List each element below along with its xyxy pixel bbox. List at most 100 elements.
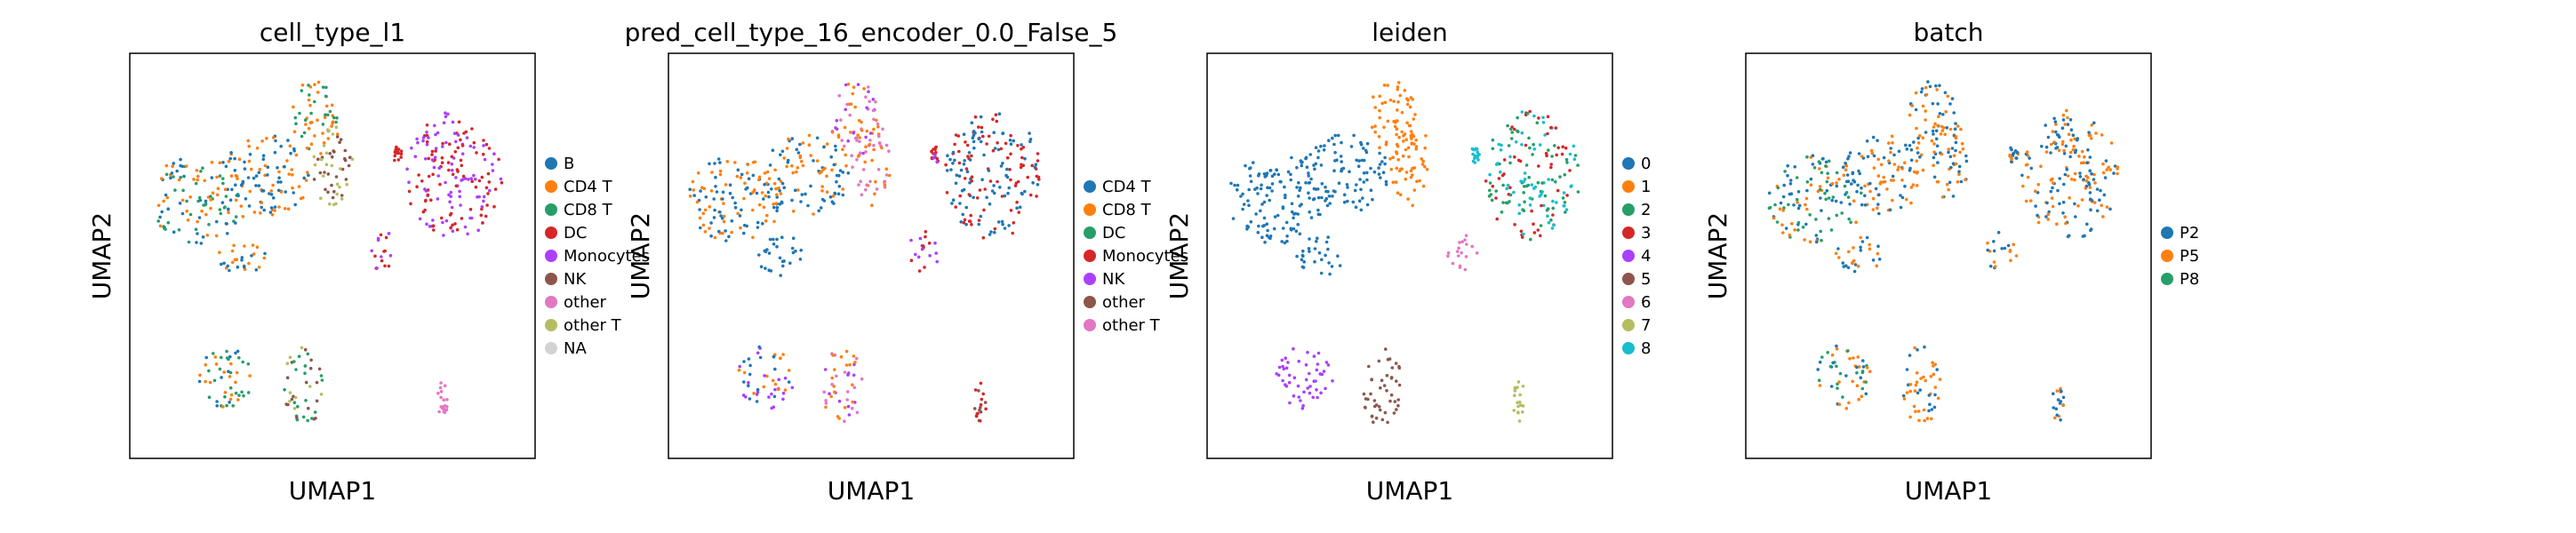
data-point	[703, 230, 708, 234]
data-point	[844, 107, 847, 112]
data-point	[1497, 142, 1501, 147]
data-point	[1908, 144, 1912, 147]
data-point	[1819, 229, 1822, 234]
data-point	[169, 176, 172, 180]
data-point	[339, 167, 342, 171]
data-point	[290, 168, 294, 171]
data-point	[162, 199, 165, 203]
data-point	[2051, 181, 2055, 185]
data-point	[1852, 199, 1856, 203]
data-point	[1875, 264, 1878, 268]
data-point	[1455, 250, 1460, 253]
data-point	[332, 150, 336, 154]
data-point	[1276, 373, 1281, 378]
data-point	[1851, 171, 1854, 176]
data-point	[460, 217, 464, 220]
legend-marker	[1084, 296, 1096, 308]
data-point	[277, 205, 281, 209]
data-point	[434, 132, 437, 137]
data-point	[1936, 123, 1940, 128]
data-point	[832, 163, 836, 167]
data-point	[1964, 178, 1967, 182]
data-point	[2100, 203, 2103, 207]
data-point	[1921, 168, 1925, 172]
data-point	[1293, 211, 1298, 216]
data-point	[444, 180, 447, 185]
data-point	[1925, 417, 1930, 420]
data-point	[228, 401, 231, 404]
data-point	[1555, 153, 1558, 157]
data-point	[303, 371, 307, 376]
data-point	[1394, 180, 1398, 184]
data-point	[1944, 110, 1948, 114]
data-point	[2062, 148, 2066, 153]
data-point	[1471, 159, 1476, 163]
data-point	[715, 190, 719, 194]
data-point	[1393, 124, 1397, 129]
data-point	[1523, 200, 1526, 203]
legend-marker	[1622, 342, 1635, 354]
data-point	[861, 168, 866, 171]
data-point	[1389, 393, 1394, 397]
data-point	[2033, 189, 2037, 193]
data-point	[307, 84, 310, 87]
data-point	[228, 397, 233, 402]
data-point	[1863, 184, 1867, 188]
data-point	[306, 352, 310, 356]
data-point	[220, 262, 223, 266]
data-point	[1020, 143, 1023, 147]
data-point	[1776, 186, 1780, 190]
data-point	[979, 406, 982, 410]
data-point	[198, 373, 202, 378]
data-point	[1378, 163, 1382, 166]
data-point	[1506, 183, 1510, 187]
data-point	[459, 138, 462, 142]
data-point	[1929, 374, 1933, 378]
data-point	[396, 150, 399, 154]
data-point	[730, 219, 734, 223]
data-point	[1031, 181, 1035, 185]
data-point	[1522, 191, 1525, 195]
data-point	[979, 381, 983, 386]
data-point	[432, 228, 436, 232]
data-point	[1304, 156, 1308, 161]
data-point	[1852, 269, 1857, 274]
legend-label: P8	[2180, 270, 2199, 289]
data-point	[871, 108, 876, 113]
data-point	[283, 387, 286, 392]
data-point	[2061, 211, 2065, 215]
data-point	[439, 381, 443, 385]
data-point	[783, 376, 788, 380]
data-point	[2108, 207, 2112, 211]
data-point	[2008, 153, 2012, 157]
data-point	[304, 399, 308, 402]
data-point	[1892, 163, 1897, 166]
data-point	[444, 404, 447, 408]
data-point	[1877, 193, 1881, 196]
data-point	[1451, 261, 1455, 266]
data-point	[453, 222, 457, 226]
data-point	[443, 384, 447, 388]
data-point	[1342, 200, 1347, 204]
data-point	[775, 193, 779, 196]
data-point	[704, 195, 708, 199]
data-point	[292, 360, 296, 363]
legend-marker	[1622, 273, 1635, 285]
data-point	[993, 230, 996, 235]
data-point	[309, 111, 313, 115]
data-point	[476, 228, 480, 233]
data-point	[965, 170, 970, 173]
data-point	[226, 187, 229, 191]
data-point	[2075, 138, 2079, 142]
data-point	[1362, 171, 1366, 175]
data-point	[1377, 404, 1381, 409]
data-point	[963, 159, 966, 163]
data-point	[431, 172, 435, 177]
data-point	[1332, 189, 1336, 193]
data-point	[801, 163, 805, 168]
data-point	[786, 160, 790, 164]
data-point	[833, 368, 836, 371]
data-point	[1868, 181, 1872, 186]
data-point	[1842, 173, 1846, 178]
data-point	[1820, 238, 1823, 243]
